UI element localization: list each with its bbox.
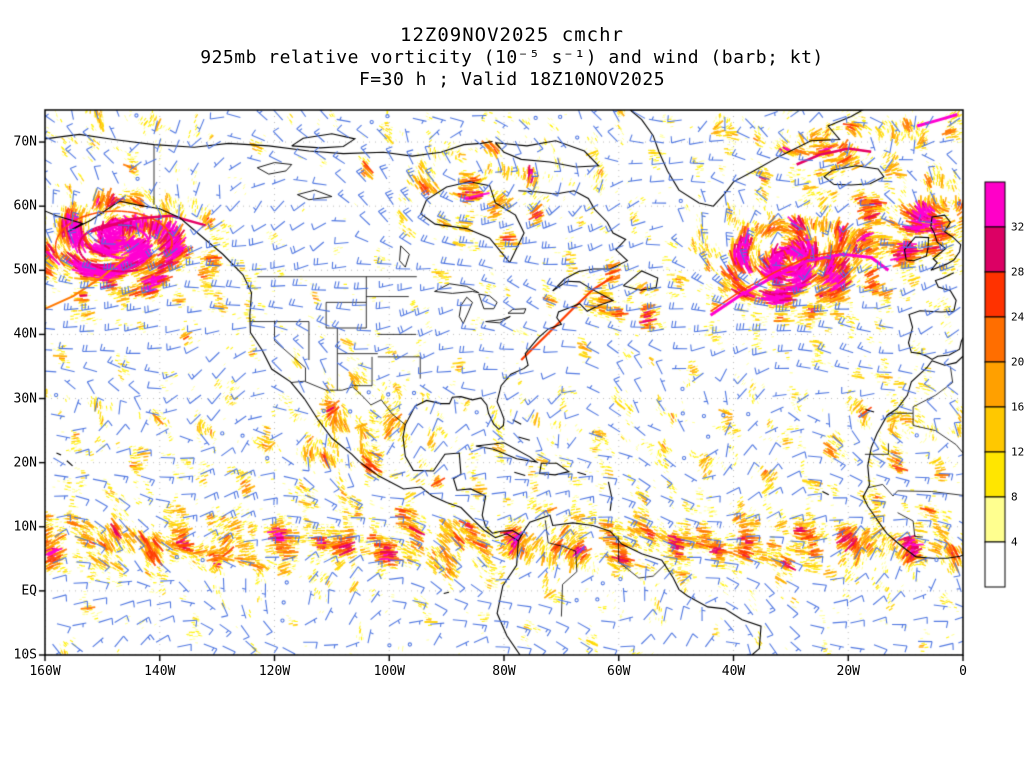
run-title: 12Z09NOV2025 cmchr bbox=[400, 24, 624, 46]
valid-time-title: F=30 h ; Valid 18Z10NOV2025 bbox=[358, 69, 666, 90]
colorbar bbox=[985, 182, 1005, 587]
field-title: 925mb relative vorticity (10⁻⁵ s⁻¹) and … bbox=[200, 47, 824, 68]
title-block: 12Z09NOV2025 cmchr 925mb relative vortic… bbox=[0, 24, 1024, 91]
